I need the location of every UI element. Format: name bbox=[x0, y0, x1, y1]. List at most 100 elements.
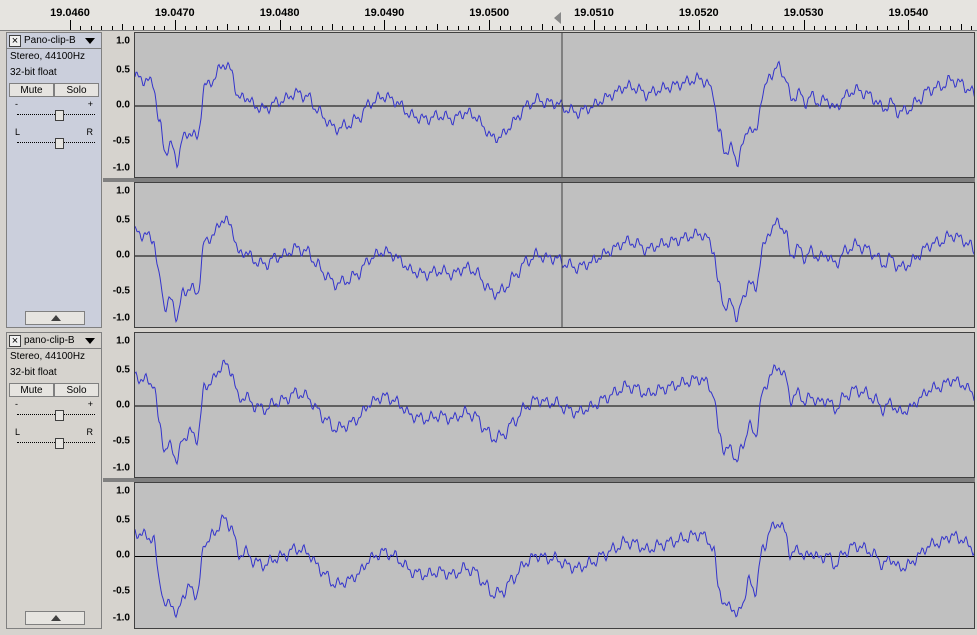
amplitude-scale: 1.0 0.5 0.0 -0.5 -1.0 bbox=[103, 332, 134, 478]
track-name[interactable]: Pano-clip-B bbox=[24, 35, 76, 46]
track-format: Stereo, 44100Hz bbox=[10, 351, 86, 362]
ruler-tick bbox=[269, 26, 270, 30]
ruler-tick bbox=[227, 24, 228, 30]
ruler-tick bbox=[489, 20, 490, 30]
pan-right-label: R bbox=[86, 127, 94, 137]
ruler-tick bbox=[101, 26, 102, 30]
ruler-tick bbox=[510, 26, 511, 30]
ruler-tick bbox=[866, 26, 867, 30]
gain-minus-label: - bbox=[15, 399, 18, 409]
ruler-tick bbox=[856, 24, 857, 30]
track-bit-depth: 32-bit float bbox=[10, 67, 57, 78]
close-track-button[interactable]: × bbox=[9, 34, 21, 47]
ruler-tick bbox=[657, 26, 658, 30]
gain-slider[interactable]: - + bbox=[11, 99, 97, 127]
audio-track-1[interactable]: × Pano-clip-B Stereo, 44100Hz 32-bit flo… bbox=[6, 32, 975, 328]
ruler-tick bbox=[91, 26, 92, 30]
ruler-tick bbox=[699, 20, 700, 30]
waveform-line bbox=[135, 359, 974, 466]
ruler-tick bbox=[133, 26, 134, 30]
ruler-tick bbox=[217, 26, 218, 30]
waveform-line bbox=[135, 60, 974, 169]
track-menu-dropdown-icon[interactable] bbox=[85, 337, 95, 344]
ruler-tick bbox=[961, 24, 962, 30]
scale-label: -1.0 bbox=[112, 162, 130, 174]
channel-separator bbox=[103, 478, 975, 482]
ruler-tick bbox=[604, 26, 605, 30]
audio-track-2[interactable]: × pano-clip-B Stereo, 44100Hz 32-bit flo… bbox=[6, 332, 975, 629]
ruler-tick bbox=[877, 26, 878, 30]
pan-left-label: L bbox=[15, 127, 21, 137]
ruler-tick bbox=[646, 24, 647, 30]
close-track-button[interactable]: × bbox=[9, 334, 21, 347]
mute-button[interactable]: Mute bbox=[9, 383, 54, 397]
ruler-tick bbox=[919, 26, 920, 30]
solo-button[interactable]: Solo bbox=[54, 83, 99, 97]
amplitude-scale: 1.0 0.5 0.0 -0.5 -1.0 bbox=[103, 32, 134, 178]
ruler-tick bbox=[563, 26, 564, 30]
collapse-track-button[interactable] bbox=[25, 611, 85, 625]
ruler-tick bbox=[730, 26, 731, 30]
ruler-tick bbox=[384, 20, 385, 30]
pan-slider[interactable]: L R bbox=[11, 427, 97, 455]
waveform-left-channel[interactable] bbox=[134, 32, 975, 178]
scale-label: 0.5 bbox=[116, 214, 130, 226]
pan-slider-thumb[interactable] bbox=[55, 138, 64, 149]
scale-label: -1.0 bbox=[112, 462, 130, 474]
gain-plus-label: + bbox=[87, 399, 93, 409]
ruler-tick bbox=[783, 26, 784, 30]
ruler-tick bbox=[573, 26, 574, 30]
ruler-tick bbox=[353, 26, 354, 30]
scale-label: -0.5 bbox=[112, 585, 130, 597]
ruler-tick bbox=[678, 26, 679, 30]
ruler-time-label: 19.0510 bbox=[574, 7, 614, 19]
scale-label: -1.0 bbox=[112, 612, 130, 624]
ruler-tick bbox=[793, 26, 794, 30]
ruler-tick bbox=[196, 26, 197, 30]
ruler-tick bbox=[615, 26, 616, 30]
ruler-time-label: 19.0530 bbox=[783, 7, 824, 19]
mute-button[interactable]: Mute bbox=[9, 83, 54, 97]
ruler-tick bbox=[667, 26, 668, 30]
ruler-tick bbox=[112, 26, 113, 30]
ruler-tick bbox=[395, 26, 396, 30]
collapse-track-button[interactable] bbox=[25, 311, 85, 325]
track-area-bottom bbox=[0, 629, 977, 635]
gain-slider[interactable]: - + bbox=[11, 399, 97, 427]
ruler-tick bbox=[426, 26, 427, 30]
ruler-time-label: 19.0470 bbox=[154, 7, 195, 19]
play-cursor-marker bbox=[554, 12, 561, 24]
scale-label: 0.5 bbox=[116, 64, 130, 76]
ruler-tick bbox=[521, 26, 522, 30]
ruler-tick bbox=[342, 26, 343, 30]
ruler-tick bbox=[814, 26, 815, 30]
timeline-ruler[interactable]: 19.0460 19.0470 19.0480 19.0490 19.0500 19.05… bbox=[0, 0, 977, 31]
pan-slider[interactable]: L R bbox=[11, 127, 97, 155]
waveform-right-channel[interactable] bbox=[134, 482, 975, 629]
scale-label: 0.0 bbox=[116, 399, 130, 411]
track-name[interactable]: pano-clip-B bbox=[24, 335, 75, 346]
ruler-tick bbox=[720, 26, 721, 30]
gain-slider-thumb[interactable] bbox=[55, 410, 64, 421]
ruler-tick bbox=[154, 26, 155, 30]
track-menu-dropdown-icon[interactable] bbox=[85, 37, 95, 44]
solo-button[interactable]: Solo bbox=[54, 383, 99, 397]
scale-label: -1.0 bbox=[112, 312, 130, 324]
ruler-tick bbox=[290, 26, 291, 30]
waveform-right-channel[interactable] bbox=[134, 182, 975, 328]
ruler-tick bbox=[835, 26, 836, 30]
ruler-tick bbox=[500, 26, 501, 30]
ruler-tick bbox=[584, 26, 585, 30]
ruler-tick bbox=[552, 26, 553, 30]
pan-slider-thumb[interactable] bbox=[55, 438, 64, 449]
gain-slider-thumb[interactable] bbox=[55, 110, 64, 121]
scale-label: -0.5 bbox=[112, 135, 130, 147]
scale-label: 1.0 bbox=[116, 185, 130, 197]
ruler-time-label: 19.0520 bbox=[678, 7, 719, 19]
ruler-tick bbox=[479, 26, 480, 30]
ruler-tick bbox=[908, 20, 909, 30]
waveform-left-channel[interactable] bbox=[134, 332, 975, 478]
collapse-arrow-icon bbox=[51, 315, 61, 321]
ruler-tick bbox=[542, 24, 543, 30]
pan-right-label: R bbox=[86, 427, 94, 437]
